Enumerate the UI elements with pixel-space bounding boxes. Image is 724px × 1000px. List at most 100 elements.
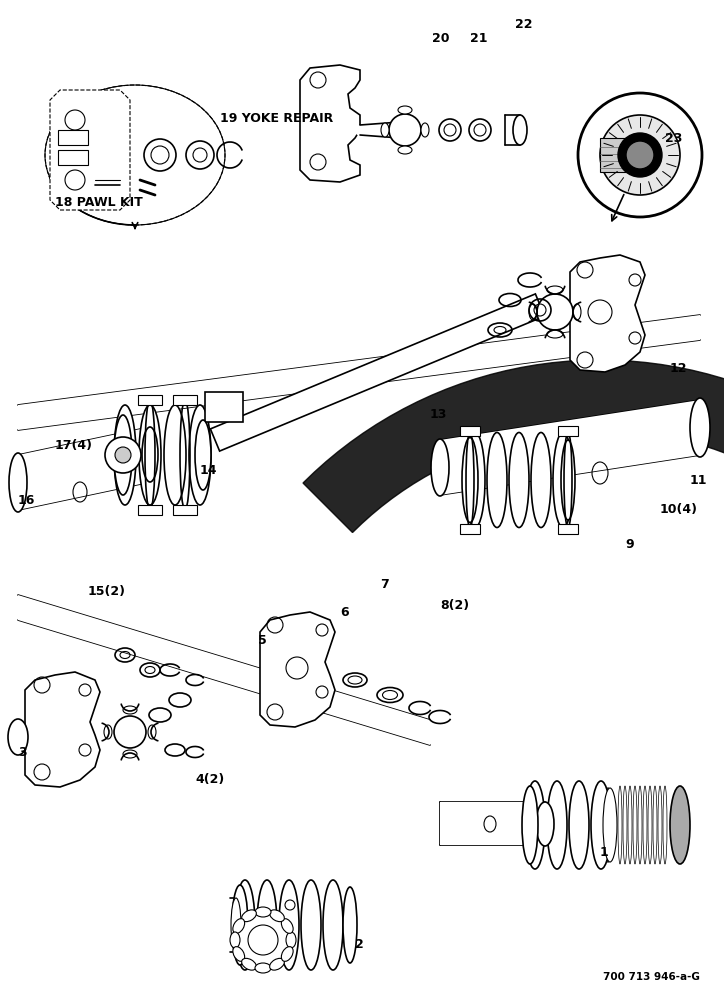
Ellipse shape (487, 432, 507, 528)
Polygon shape (440, 400, 700, 495)
Text: 7: 7 (380, 578, 389, 591)
Ellipse shape (573, 304, 581, 320)
Bar (58, 130, 88, 145)
Circle shape (578, 93, 702, 217)
Ellipse shape (148, 725, 156, 739)
Bar (58, 150, 88, 165)
Circle shape (537, 294, 573, 330)
Ellipse shape (529, 304, 537, 320)
Text: 19 YOKE REPAIR: 19 YOKE REPAIR (220, 111, 333, 124)
Ellipse shape (8, 719, 28, 755)
Ellipse shape (569, 781, 589, 869)
Text: 15(2): 15(2) (88, 585, 126, 598)
Ellipse shape (257, 880, 277, 970)
Text: 5: 5 (258, 634, 266, 647)
Ellipse shape (465, 432, 485, 528)
Ellipse shape (255, 963, 271, 973)
Ellipse shape (9, 453, 27, 512)
Ellipse shape (513, 115, 527, 145)
Polygon shape (440, 802, 545, 845)
Ellipse shape (561, 440, 575, 520)
Text: 23: 23 (665, 131, 683, 144)
Polygon shape (300, 65, 360, 182)
Ellipse shape (398, 106, 412, 114)
Ellipse shape (279, 880, 299, 970)
Ellipse shape (623, 786, 627, 864)
Ellipse shape (628, 786, 632, 864)
Bar (173, 395, 197, 405)
Bar (138, 505, 162, 515)
Ellipse shape (123, 750, 137, 758)
Ellipse shape (658, 786, 662, 864)
Ellipse shape (633, 786, 637, 864)
Ellipse shape (286, 932, 296, 948)
Ellipse shape (653, 786, 657, 864)
Ellipse shape (670, 786, 690, 864)
Text: 8(2): 8(2) (440, 598, 469, 611)
Circle shape (114, 716, 146, 748)
Ellipse shape (189, 405, 211, 505)
Ellipse shape (233, 919, 245, 933)
Ellipse shape (269, 958, 285, 970)
Text: 12: 12 (670, 361, 688, 374)
Ellipse shape (431, 439, 449, 496)
Ellipse shape (618, 786, 622, 864)
Ellipse shape (690, 398, 710, 457)
Text: 3: 3 (18, 746, 27, 758)
Bar (173, 505, 197, 515)
Ellipse shape (462, 438, 478, 522)
Ellipse shape (255, 907, 271, 917)
Ellipse shape (195, 420, 211, 490)
Ellipse shape (398, 146, 412, 154)
Circle shape (235, 912, 291, 968)
Ellipse shape (603, 788, 617, 862)
Ellipse shape (536, 802, 554, 846)
Polygon shape (50, 90, 130, 210)
Text: 17(4): 17(4) (55, 438, 93, 452)
Ellipse shape (343, 887, 357, 963)
Bar (460, 524, 480, 534)
Bar (558, 524, 578, 534)
Ellipse shape (648, 786, 652, 864)
Bar (600, 138, 630, 172)
Text: 9: 9 (625, 538, 634, 552)
Text: 16: 16 (18, 493, 35, 506)
Circle shape (115, 447, 131, 463)
Polygon shape (18, 427, 150, 510)
Ellipse shape (643, 786, 647, 864)
Ellipse shape (142, 427, 158, 482)
Circle shape (618, 133, 662, 177)
Polygon shape (260, 612, 335, 727)
Ellipse shape (233, 947, 245, 961)
Ellipse shape (164, 405, 186, 505)
Ellipse shape (547, 286, 563, 294)
Ellipse shape (323, 880, 343, 970)
Polygon shape (18, 315, 700, 430)
Ellipse shape (230, 932, 240, 948)
Text: 6: 6 (340, 605, 349, 618)
Ellipse shape (114, 405, 136, 505)
Text: 11: 11 (690, 474, 707, 487)
Ellipse shape (509, 432, 529, 528)
Bar (205, 392, 243, 422)
Ellipse shape (269, 910, 285, 922)
Polygon shape (211, 294, 544, 451)
Ellipse shape (591, 781, 611, 869)
Text: 22: 22 (515, 18, 532, 31)
Text: 20: 20 (432, 31, 450, 44)
Ellipse shape (547, 330, 563, 338)
Ellipse shape (114, 415, 132, 495)
Text: 13: 13 (430, 408, 447, 422)
Bar (138, 395, 162, 405)
Circle shape (248, 925, 278, 955)
Ellipse shape (123, 706, 137, 714)
Ellipse shape (231, 898, 241, 952)
Text: 10(4): 10(4) (660, 504, 698, 516)
Ellipse shape (235, 880, 255, 970)
Ellipse shape (242, 958, 256, 970)
Text: 4(2): 4(2) (195, 774, 224, 786)
Text: 700 713 946-a-G: 700 713 946-a-G (603, 972, 700, 982)
Ellipse shape (553, 432, 573, 528)
Ellipse shape (381, 123, 389, 137)
Ellipse shape (242, 910, 256, 922)
